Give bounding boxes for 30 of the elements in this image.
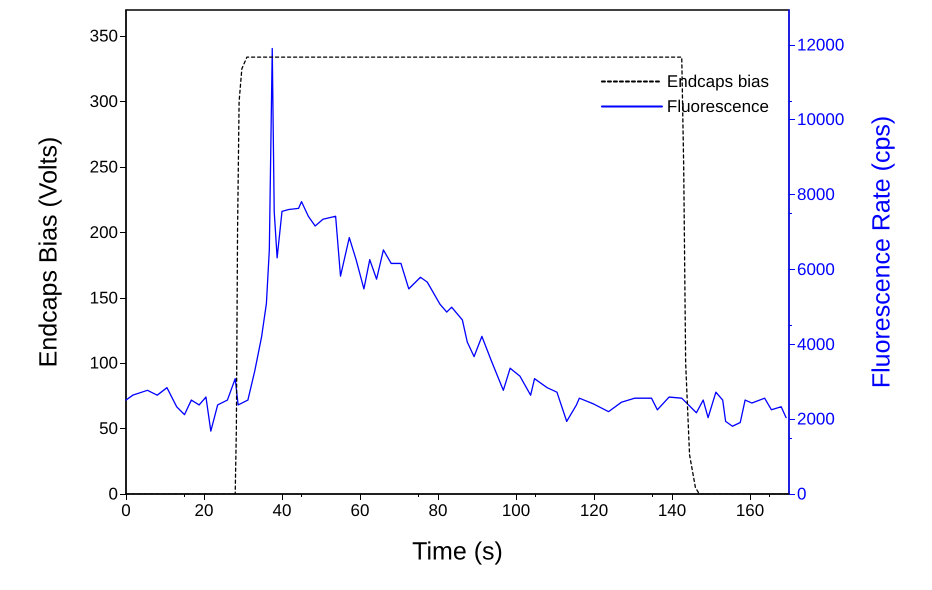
y-tick-label: 0: [108, 484, 118, 504]
y-tick-label: 300: [90, 92, 118, 112]
legend-label: Fluorescence: [666, 97, 769, 116]
x-tick-label: 120: [580, 501, 608, 520]
y2-tick-label: 4000: [797, 334, 835, 354]
y-tick-label: 150: [90, 288, 118, 308]
x-tick-label: 20: [194, 501, 214, 520]
y2-tick-label: 6000: [797, 260, 835, 279]
y-axis-title: Endcaps Bias (Volts): [34, 136, 62, 368]
y2-tick-label: 0: [797, 484, 806, 504]
x-tick-label: 0: [121, 501, 131, 520]
legend-label: Endcaps bias: [666, 72, 770, 91]
y2-axis-title: Fluorescence Rate (cps): [868, 116, 896, 388]
x-tick-label: 80: [428, 501, 448, 520]
y-tick-label: 200: [90, 222, 118, 242]
line-series: [125, 48, 787, 432]
x-tick-label: 160: [736, 501, 764, 520]
x-tick-label: 60: [350, 501, 370, 520]
x-tick-label: 40: [272, 501, 292, 520]
y-tick-label: 250: [90, 157, 118, 176]
y2-tick-label: 2000: [797, 410, 835, 429]
y-tick-label: 50: [99, 419, 118, 438]
x-tick-label: 140: [658, 501, 686, 520]
x-axis-title: Time (s): [412, 538, 503, 566]
y-tick-label: 350: [90, 26, 118, 46]
y2-tick-label: 8000: [797, 185, 835, 204]
y-tick-label: 100: [90, 354, 118, 373]
x-tick-label: 100: [502, 501, 530, 520]
y2-tick-label: 12000: [797, 35, 844, 54]
y2-tick-label: 10000: [797, 110, 844, 130]
